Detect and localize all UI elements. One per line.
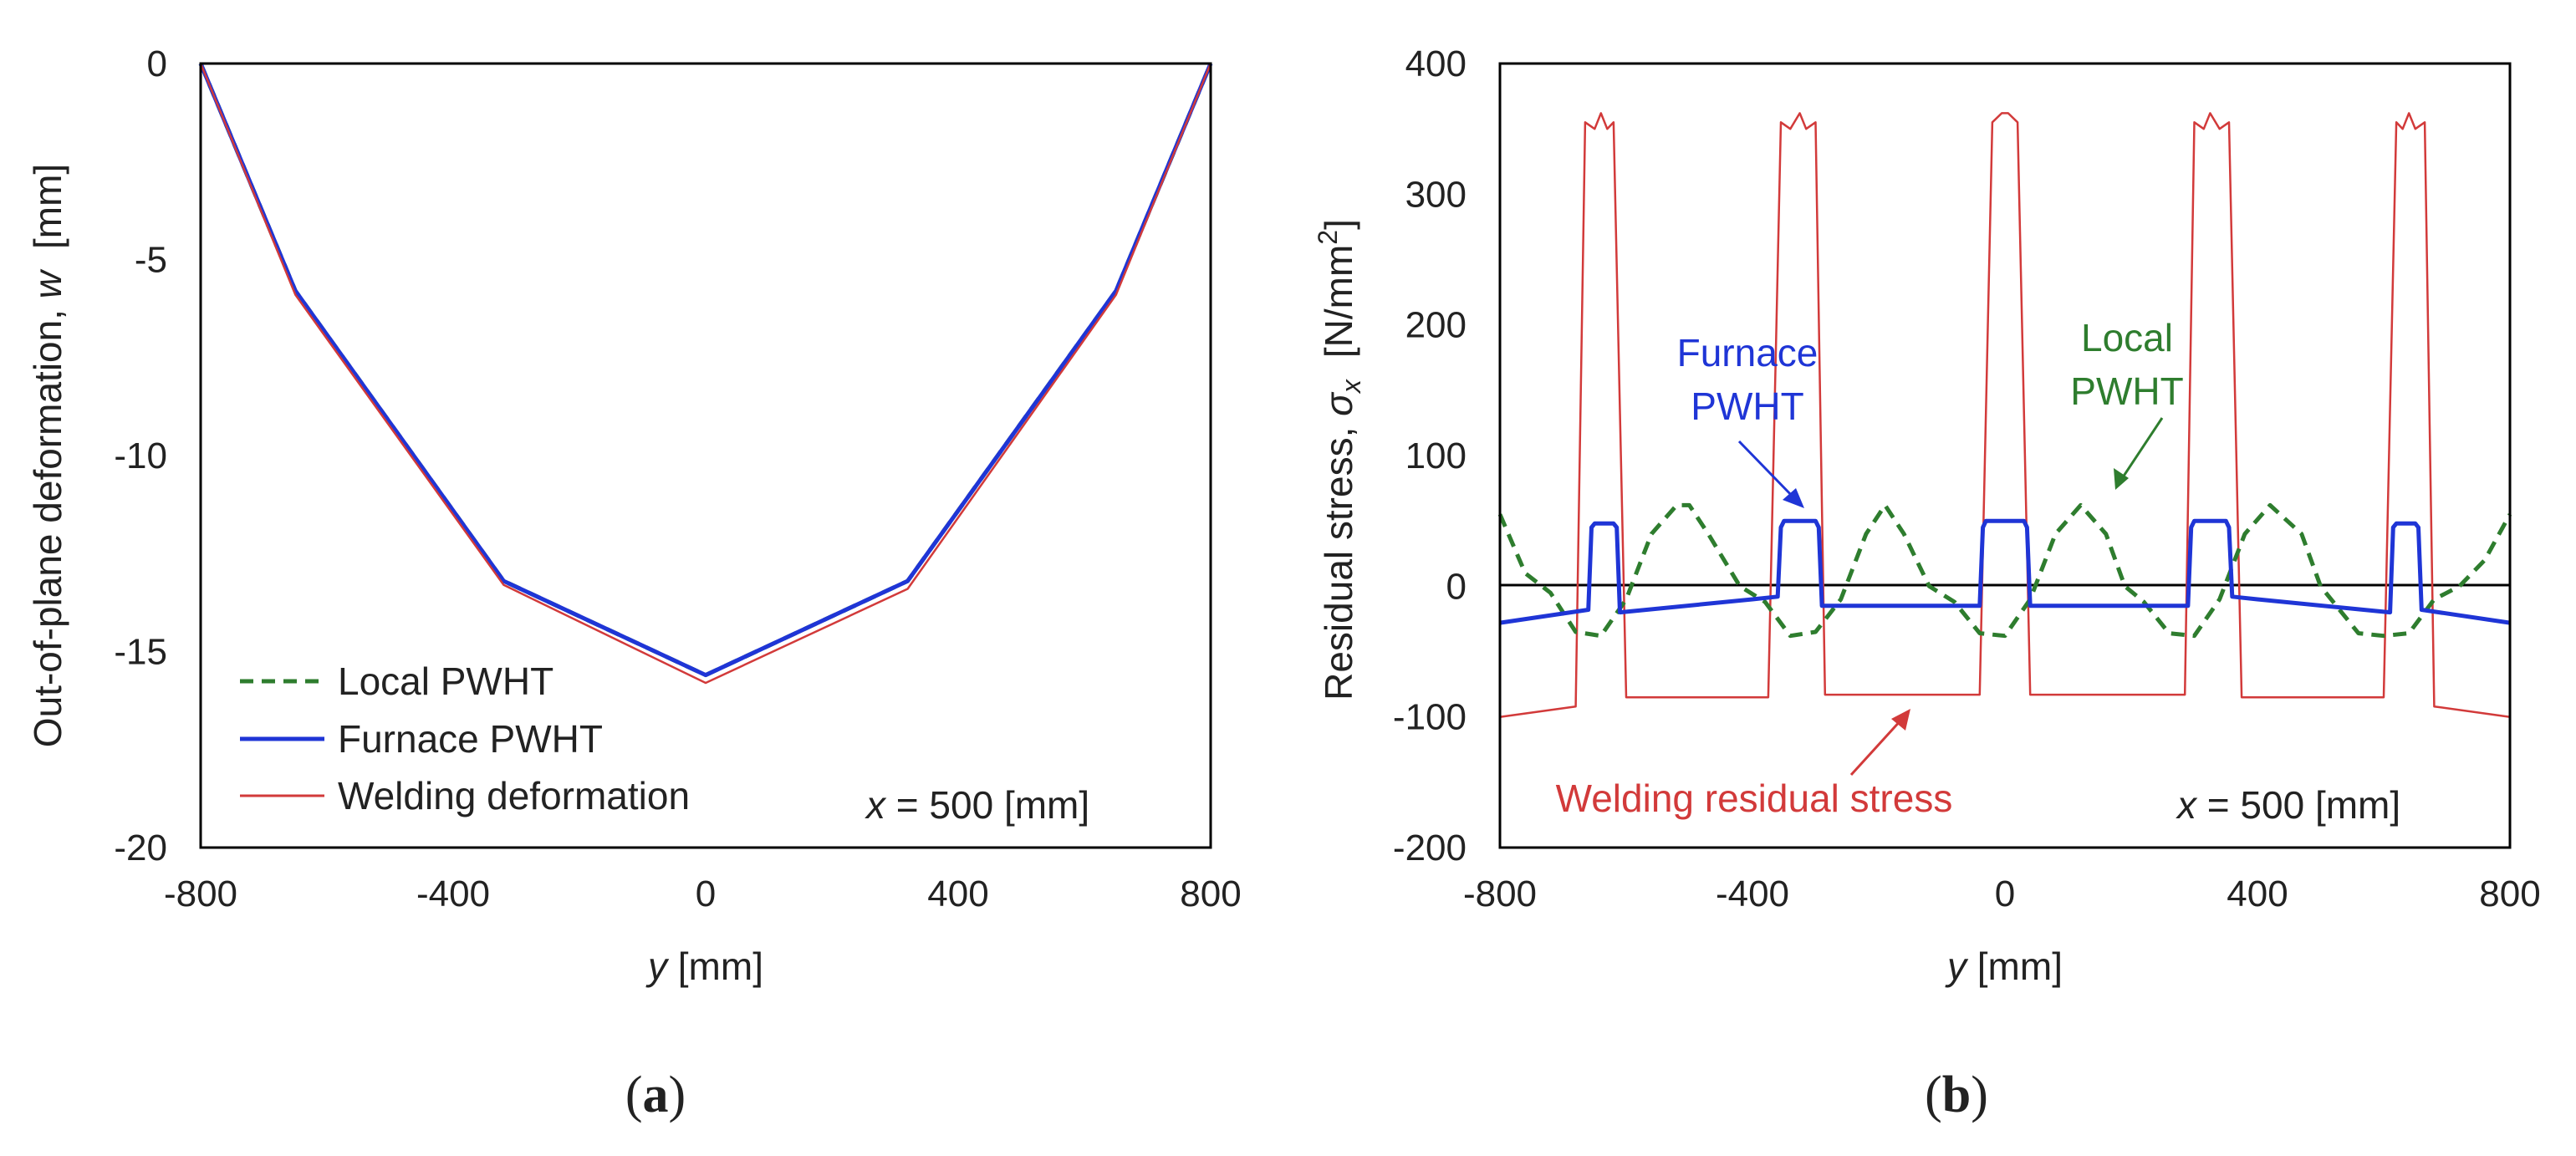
panel-b-y-tick-label: 0 xyxy=(1446,566,1467,607)
panel-a-x-tick-label: 800 xyxy=(1180,873,1241,914)
panel-b-y-tick-labels: 400 300 200 100 0 -100 -200 xyxy=(1393,43,1467,868)
panel-b-y-tick-label: 300 xyxy=(1405,174,1467,215)
panel-b-position-annotation: x = 500 [mm] xyxy=(2176,783,2400,827)
welding-stress-arrow xyxy=(1849,717,1904,777)
panel-b-y-axis-label: Residual stress, σx[N/mm2] xyxy=(1313,219,1366,700)
panel-a-x-tick-label: -800 xyxy=(164,873,237,914)
panel-a-legend: Local PWHT Furnace PWHT Welding deformat… xyxy=(240,659,690,817)
welding-stress-annotation: Welding residual stress xyxy=(1556,709,1953,820)
panel-b-x-tick-labels: -800 -400 0 400 800 xyxy=(1463,873,2541,914)
panel-b-y-tick-label: -200 xyxy=(1393,828,1467,868)
panel-a-plot-frame xyxy=(199,62,1212,849)
panel-b-y-tick-label: -100 xyxy=(1393,697,1467,738)
legend-local-label: Local PWHT xyxy=(338,659,553,703)
panel-b-series xyxy=(1497,112,2512,718)
panel-a-y-tick-label: -10 xyxy=(114,435,167,476)
panel-a-x-tick-label: 400 xyxy=(927,873,988,914)
local-pwht-label-line1: Local xyxy=(2081,316,2173,359)
panel-b-chart: 400 300 200 100 0 -100 -200 -800 -400 0 400 800 Re… xyxy=(1313,43,2541,1123)
panel-a-series xyxy=(198,63,1213,685)
panel-b-series-furnace xyxy=(1499,518,2511,625)
panel-a-y-tick-labels: 0 -5 -10 -15 -20 xyxy=(114,43,167,868)
legend-welding-label: Welding deformation xyxy=(338,774,690,817)
panel-b-x-tick-label: 800 xyxy=(2479,873,2540,914)
panel-a-series-furnace xyxy=(198,63,1213,678)
panel-a-y-tick-label: -15 xyxy=(114,632,167,673)
panel-a-x-tick-label: 0 xyxy=(696,873,716,914)
panel-a-y-tick-label: 0 xyxy=(147,43,167,84)
panel-b-y-tick-label: 200 xyxy=(1405,305,1467,346)
local-pwht-arrowhead xyxy=(2114,468,2129,490)
panel-a-y-tick-label: -20 xyxy=(114,828,167,868)
panel-a-x-tick-labels: -800 -400 0 400 800 xyxy=(164,873,1242,914)
panel-b-series-local xyxy=(1497,502,2512,639)
panel-a-x-axis-label: y [mm] xyxy=(645,945,763,988)
furnace-pwht-annotation: Furnace PWHT xyxy=(1677,331,1819,508)
panel-b-y-tick-label: 400 xyxy=(1405,43,1467,84)
panel-b-x-tick-label: -800 xyxy=(1463,873,1537,914)
panel-b-plot-frame xyxy=(1498,62,2512,849)
panel-a-position-annotation: x = 500 [mm] xyxy=(865,783,1089,827)
panel-a-x-tick-label: -400 xyxy=(416,873,490,914)
local-pwht-arrow xyxy=(2119,417,2164,481)
local-pwht-annotation: Local PWHT xyxy=(2070,316,2184,490)
panel-b-caption: (b) xyxy=(1925,1067,1988,1123)
panel-a-caption: (a) xyxy=(625,1067,686,1123)
panel-a-series-welding xyxy=(199,63,1212,685)
furnace-pwht-arrowhead xyxy=(1783,488,1804,508)
panel-a-y-axis-label: Out-of-plane deformation, w[mm] xyxy=(26,164,69,747)
furnace-pwht-label-line1: Furnace xyxy=(1677,331,1819,374)
panel-b-x-tick-label: 0 xyxy=(1995,873,2015,914)
legend-furnace-label: Furnace PWHT xyxy=(338,717,603,761)
welding-residual-stress-label: Welding residual stress xyxy=(1556,777,1953,820)
furnace-pwht-arrow xyxy=(1737,440,1797,501)
panel-b-x-tick-label: -400 xyxy=(1716,873,1789,914)
panel-b-x-axis-label: y [mm] xyxy=(1945,945,2063,988)
panel-b-series-welding xyxy=(1499,112,2511,718)
panel-b-x-tick-label: 400 xyxy=(2227,873,2288,914)
furnace-pwht-label-line2: PWHT xyxy=(1691,384,1803,428)
panel-b-y-tick-label: 100 xyxy=(1405,435,1467,476)
panel-a-y-tick-label: -5 xyxy=(135,240,167,281)
welding-stress-arrowhead xyxy=(1891,709,1910,731)
panel-a-chart: 0 -5 -10 -15 -20 -800 -400 0 400 800 Out-of-plan… xyxy=(26,43,1242,1123)
local-pwht-label-line2: PWHT xyxy=(2070,369,2183,413)
